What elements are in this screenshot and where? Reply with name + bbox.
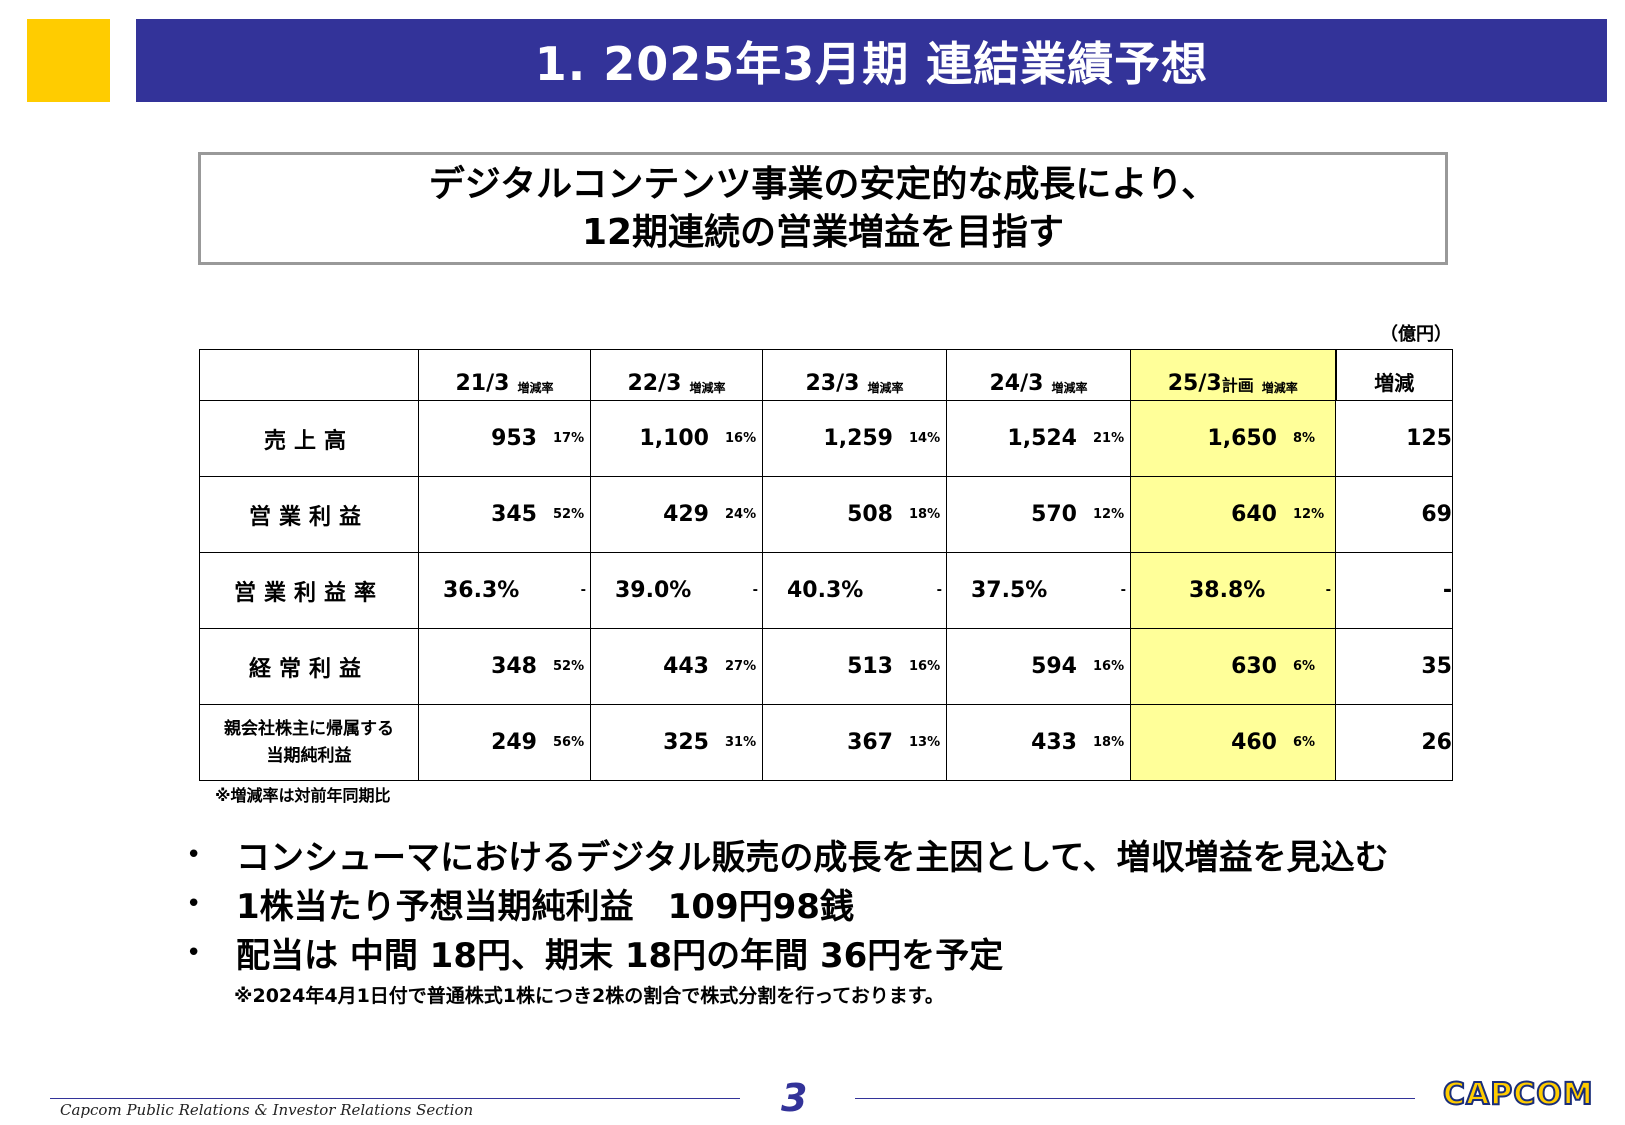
- footer-section-name: Capcom Public Relations & Investor Relat…: [60, 1101, 474, 1119]
- value-cell: 1,259 14%: [762, 400, 947, 477]
- value-cell: 345 52%: [418, 476, 591, 553]
- column-header: 21/3 増減率: [418, 349, 591, 401]
- stock-split-note: ※2024年4月1日付で普通株式1株につき2株の割合で株式分割を行っております。: [234, 985, 944, 1007]
- value-cell-plan: 1,650 8%: [1130, 400, 1336, 477]
- diff-cell: 26: [1335, 704, 1453, 781]
- column-header-diff: 増減: [1334, 349, 1453, 401]
- value-cell-plan: 460 6%: [1130, 704, 1336, 781]
- footer-divider-left: [50, 1098, 740, 1099]
- value-cell: 1,100 16%: [590, 400, 763, 477]
- value-cell-plan: 38.8% -: [1130, 552, 1336, 629]
- title-bar: 1. 2025年3月期 連結業績予想: [136, 19, 1607, 102]
- bullet-text: コンシューマにおけるデジタル販売の成長を主因として、増収増益を見込む: [236, 838, 1389, 878]
- bullet-item: • 配当は 中間 18円、期末 18円の年間 36円を予定: [186, 928, 1389, 977]
- row-label: 売上高: [199, 400, 419, 477]
- accent-square: [27, 19, 110, 102]
- page-number: 3: [781, 1076, 808, 1120]
- column-header: 23/3 増減率: [762, 349, 947, 401]
- value-cell: 1,524 21%: [946, 400, 1131, 477]
- value-cell: 325 31%: [590, 704, 763, 781]
- value-cell: 39.0% -: [590, 552, 763, 629]
- value-cell: 249 56%: [418, 704, 591, 781]
- bullet-text: 1株当たり予想当期純利益 109円98銭: [236, 887, 854, 927]
- row-label: 親会社株主に帰属する 当期純利益: [199, 704, 419, 781]
- table-row: 営業利益 345 52% 429 24% 508 18% 570 12% 640 12% …: [199, 476, 1453, 553]
- column-header: 22/3 増減率: [590, 349, 763, 401]
- bullet-dot-icon: •: [186, 839, 202, 870]
- value-cell: 570 12%: [946, 476, 1131, 553]
- row-label-line-1: 親会社株主に帰属する: [224, 718, 394, 739]
- column-header: 24/3 増減率: [946, 349, 1131, 401]
- footer-divider-right: [855, 1098, 1415, 1099]
- table-row: 親会社株主に帰属する 当期純利益 249 56% 325 31% 367 13% 433…: [199, 704, 1453, 781]
- column-header-plan: 25/3 計画 増減率: [1130, 349, 1336, 401]
- value-cell: 40.3% -: [762, 552, 947, 629]
- results-table: 21/3 増減率 22/3 増減率 23/3 増減率 24/3 増減率 25/3 計画 増減…: [199, 349, 1453, 781]
- bullet-text: 配当は 中間 18円、期末 18円の年間 36円を予定: [236, 936, 1004, 976]
- value-cell: 367 13%: [762, 704, 947, 781]
- table-header-row: 21/3 増減率 22/3 増減率 23/3 増減率 24/3 増減率 25/3 計画 増減…: [199, 349, 1453, 401]
- value-cell-plan: 630 6%: [1130, 628, 1336, 705]
- value-cell: 594 16%: [946, 628, 1131, 705]
- row-label-line-2: 当期純利益: [266, 745, 352, 766]
- value-cell: 433 18%: [946, 704, 1131, 781]
- value-cell-plan: 640 12%: [1130, 476, 1336, 553]
- value-cell: 513 16%: [762, 628, 947, 705]
- headline-line-1: デジタルコンテンツ事業の安定的な成長により、: [428, 163, 1218, 205]
- page-title: 1. 2025年3月期 連結業績予想: [534, 36, 1209, 91]
- diff-cell: 35: [1335, 628, 1453, 705]
- value-cell: 37.5% -: [946, 552, 1131, 629]
- diff-cell: 125: [1335, 400, 1453, 477]
- diff-cell: 69: [1335, 476, 1453, 553]
- table-note: ※増減率は対前年同期比: [215, 786, 391, 805]
- table-row: 経常利益 348 52% 443 27% 513 16% 594 16% 630 6% 3…: [199, 628, 1453, 705]
- table-row: 営業利益率 36.3% - 39.0% - 40.3% - 37.5% - 38.8% -…: [199, 552, 1453, 629]
- bullet-item: • コンシューマにおけるデジタル販売の成長を主因として、増収増益を見込む: [186, 830, 1389, 879]
- row-label: 経常利益: [199, 628, 419, 705]
- headline-box: デジタルコンテンツ事業の安定的な成長により、 12期連続の営業増益を目指す: [198, 152, 1448, 265]
- diff-cell: -: [1335, 552, 1453, 629]
- bullet-list: • コンシューマにおけるデジタル販売の成長を主因として、増収増益を見込む • 1…: [186, 830, 1389, 977]
- bullet-dot-icon: •: [186, 937, 202, 968]
- headline-line-2: 12期連続の営業増益を目指す: [581, 211, 1065, 253]
- value-cell: 443 27%: [590, 628, 763, 705]
- table-row: 売上高 953 17% 1,100 16% 1,259 14% 1,524 21% 1,…: [199, 400, 1453, 477]
- value-cell: 348 52%: [418, 628, 591, 705]
- value-cell: 953 17%: [418, 400, 591, 477]
- value-cell: 429 24%: [590, 476, 763, 553]
- value-cell: 508 18%: [762, 476, 947, 553]
- unit-label: （億円）: [1380, 324, 1452, 345]
- table-corner-cell: [199, 349, 419, 401]
- value-cell: 36.3% -: [418, 552, 591, 629]
- bullet-dot-icon: •: [186, 888, 202, 919]
- capcom-logo: CAPCOM: [1442, 1076, 1594, 1113]
- bullet-item: • 1株当たり予想当期純利益 109円98銭: [186, 879, 1389, 928]
- row-label: 営業利益率: [199, 552, 419, 629]
- row-label: 営業利益: [199, 476, 419, 553]
